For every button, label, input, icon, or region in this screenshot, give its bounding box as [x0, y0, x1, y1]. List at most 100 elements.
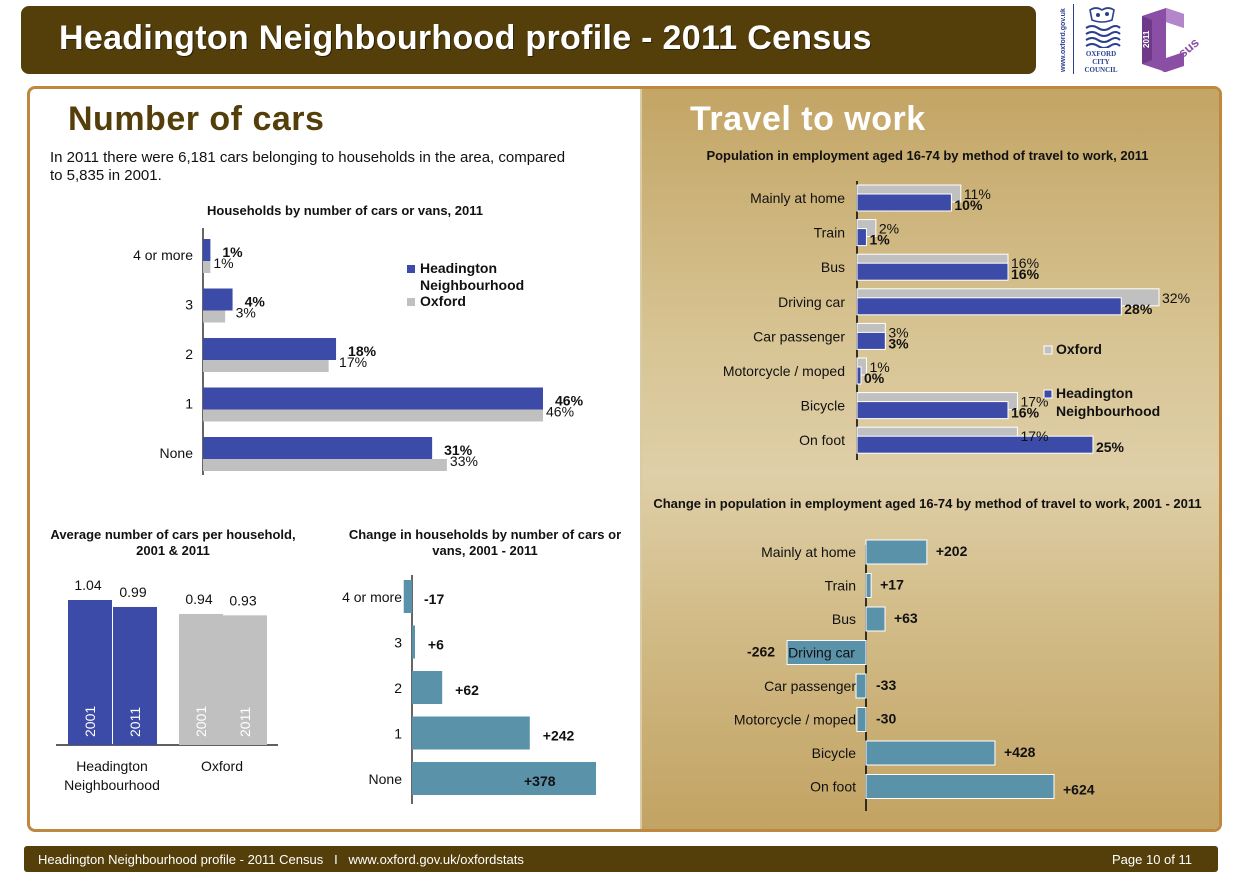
bar-headington: [856, 366, 862, 385]
travel-panel-background: [640, 89, 1219, 829]
bar-headington: [856, 401, 1009, 420]
data-label-oxford: 17%: [339, 354, 367, 370]
category-label: 2: [394, 680, 402, 696]
chart-title-travel-2011: Population in employment aged 16-74 by m…: [706, 148, 1149, 163]
data-label-oxford: 3%: [236, 305, 256, 321]
bar-headington: [856, 435, 1094, 454]
category-label: Car passenger: [753, 328, 845, 344]
category-label: Bus: [832, 611, 856, 627]
data-label: -30: [876, 711, 896, 727]
footer-bar: Headington Neighbourhood profile - 2011 …: [24, 846, 1218, 872]
bar-headington: [856, 262, 1009, 281]
bar-oxford: [203, 360, 329, 372]
council-crest-icon: [1085, 7, 1121, 48]
bar-change: [412, 625, 415, 659]
category-label: Car passenger: [764, 678, 856, 694]
data-label: 0.93: [229, 592, 256, 608]
legend-label-headington: Headington: [1056, 385, 1133, 401]
group-label: Oxford: [201, 758, 243, 774]
chart-title-change-travel: Change in population in employment aged …: [645, 496, 1210, 512]
category-label: On foot: [810, 779, 856, 795]
category-label: Driving car: [788, 645, 855, 661]
logo-divider: [1073, 4, 1074, 74]
category-label: 1: [185, 396, 193, 412]
data-label-oxford: 11%: [964, 186, 991, 202]
bar-change: [865, 539, 928, 565]
data-label: +624: [1063, 782, 1095, 798]
data-label-oxford: 33%: [450, 453, 478, 469]
data-label-headington: 28%: [1124, 301, 1153, 317]
year-label: 2011: [237, 707, 253, 737]
legend-swatch-oxford: [1043, 345, 1053, 355]
bar-headington: [856, 297, 1122, 316]
legend-swatch-oxford: [407, 298, 415, 306]
data-label-headington: 3%: [888, 335, 909, 351]
section-title-travel: Travel to work: [690, 100, 926, 138]
category-label: 4 or more: [342, 589, 402, 605]
legend-label-oxford: Oxford: [1056, 341, 1102, 357]
bar-change: [865, 573, 872, 598]
data-label: +378: [524, 773, 556, 789]
category-label: None: [160, 445, 194, 461]
bar-headington: [203, 288, 233, 311]
data-label-headington: 1%: [222, 244, 243, 260]
year-label: 2001: [82, 706, 98, 737]
council-name-line: OXFORD: [1085, 50, 1117, 58]
legend-label-headington-2: Neighbourhood: [1056, 403, 1160, 419]
bar-headington: [856, 193, 952, 212]
category-label: 1: [394, 726, 402, 742]
bar-change: [855, 673, 867, 699]
data-label-oxford: 1%: [213, 255, 233, 271]
bar-change: [786, 640, 867, 665]
bar-change: [865, 606, 886, 632]
category-label: Bus: [821, 259, 845, 275]
data-label-oxford: 2%: [879, 221, 899, 237]
bar-change: [412, 671, 443, 704]
category-label: Train: [814, 225, 845, 241]
bar-2011: [113, 606, 157, 745]
category-label: Mainly at home: [761, 544, 856, 560]
data-label-headington: 4%: [245, 294, 266, 310]
category-label: 3: [394, 635, 402, 651]
data-label: +428: [1004, 744, 1036, 760]
footer-text: Headington Neighbourhood profile - 2011 …: [38, 852, 524, 867]
data-label-headington: 31%: [444, 442, 473, 458]
data-label: -33: [876, 677, 896, 693]
data-label: +6: [428, 637, 444, 653]
group-label: Neighbourhood: [64, 777, 160, 793]
bar-2001: [68, 600, 112, 745]
data-label-headington: 18%: [348, 343, 377, 359]
section-title-cars: Number of cars: [68, 100, 325, 138]
data-label-headington: 10%: [954, 197, 983, 213]
category-label: On foot: [799, 432, 845, 448]
category-label: 4 or more: [133, 247, 193, 263]
chart-households-by-cars: 4 or more 1%1% 3 4%3% 2 18%17% 1 46%46% None 31%3…: [133, 228, 584, 475]
data-label-oxford: 46%: [546, 404, 574, 420]
data-label: +63: [894, 610, 918, 626]
legend-label-headington: Headington: [420, 260, 497, 276]
chart-title-households: Households by number of cars or vans, 20…: [207, 203, 483, 218]
bar-headington: [203, 437, 433, 459]
data-label-headington: 46%: [555, 393, 584, 409]
bar-oxford: [203, 310, 226, 323]
data-label-oxford: 3%: [888, 324, 908, 340]
data-label: 1.04: [74, 577, 101, 593]
data-label: 0.94: [185, 591, 212, 607]
page-number: Page 10 of 11: [1112, 852, 1192, 867]
bar-2001: [179, 613, 223, 745]
chart-change-travel-to-work: Mainly at home +202 Train +17 Bus +63 Driving …: [734, 539, 1095, 811]
oxford-city-council-logo: www.oxford.gov.uk OXFORD CITY COUNCIL: [1060, 4, 1126, 76]
legend-swatch-headington: [407, 265, 415, 273]
bar-oxford: [203, 261, 211, 273]
bar-oxford: [203, 409, 543, 422]
bar-change: [412, 762, 596, 795]
cars-intro-text: In 2011 there were 6,181 cars belonging …: [50, 149, 566, 184]
census-2011-logo: 2011 Census: [1142, 8, 1202, 76]
data-label: +202: [936, 543, 968, 559]
legend-label-oxford: Oxford: [420, 293, 466, 309]
bar-change: [403, 580, 412, 613]
chart-average-cars: 1.04 2001 0.99 2011 0.94 2001 0.93 2011 Headingt…: [56, 577, 278, 793]
category-label: Motorcycle / moped: [723, 363, 845, 379]
bar-oxford: [203, 459, 447, 471]
